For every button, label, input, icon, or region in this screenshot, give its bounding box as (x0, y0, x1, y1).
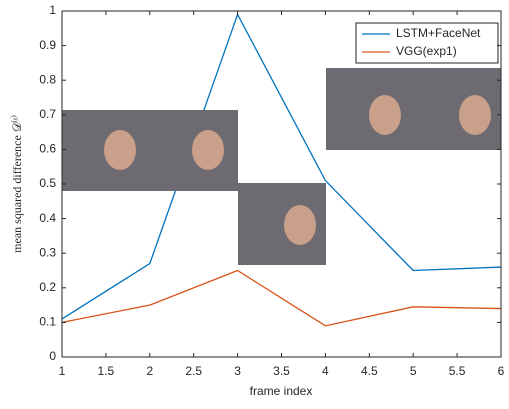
photo-face (192, 130, 224, 170)
photo-face (459, 95, 491, 135)
x-tick-label: 2 (146, 364, 153, 378)
y-tick-label: 0.5 (39, 176, 56, 190)
y-tick-label: 0.2 (39, 280, 56, 294)
photo-face (104, 130, 136, 170)
photo-face (284, 205, 316, 245)
legend-box (355, 22, 499, 64)
y-tick-label: 0.1 (39, 315, 56, 329)
x-tick-label: 6 (498, 364, 505, 378)
x-tick-label: 1.5 (98, 364, 115, 378)
x-tick-label: 5 (410, 364, 417, 378)
series-line (61, 12, 502, 320)
y-tick-label: 0 (49, 349, 56, 363)
legend-label: LSTM+FaceNet (396, 26, 481, 40)
lines (61, 12, 502, 327)
x-tick-label: 3.5 (273, 364, 290, 378)
y-tick-label: 0.9 (39, 38, 56, 52)
x-tick-label: 1 (59, 364, 66, 378)
x-axis-label: frame index (250, 384, 313, 398)
x-tick-label: 5.5 (449, 364, 466, 378)
x-tick-label: 2.5 (185, 364, 202, 378)
x-tick-label: 4 (322, 364, 329, 378)
y-tick-label: 1 (49, 3, 56, 17)
y-tick-label: 0.4 (39, 211, 56, 225)
photos (62, 68, 501, 265)
x-tick-label: 4.5 (361, 364, 378, 378)
photo-face (369, 95, 401, 135)
y-tick-label: 0.6 (39, 142, 56, 156)
y-tick-label: 0.3 (39, 245, 56, 259)
y-tick-label: 0.8 (39, 72, 56, 86)
y-axis-label: mean squared difference 𝒟⁽ᵗ⁾ (10, 115, 24, 253)
legend-label: VGG(exp1) (396, 44, 457, 58)
y-tick-label: 0.7 (39, 107, 56, 121)
legend: LSTM+FaceNet VGG(exp1) (355, 22, 499, 64)
series-line (61, 269, 502, 327)
x-tick-label: 3 (234, 364, 241, 378)
